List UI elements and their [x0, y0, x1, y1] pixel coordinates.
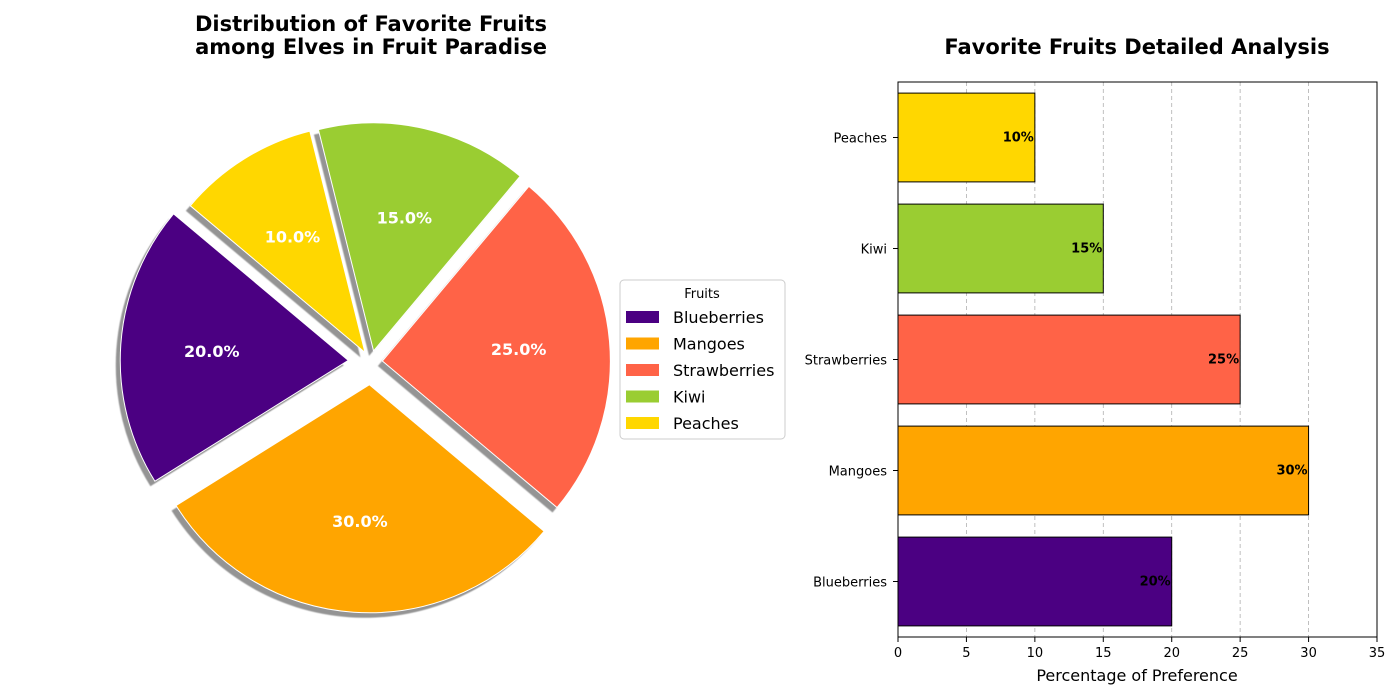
bar-kiwi: [897, 203, 1104, 294]
y-tick-label-kiwi: Kiwi: [861, 243, 887, 258]
legend-label-kiwi: Kiwi: [673, 388, 705, 407]
bar-bars: [897, 92, 1310, 627]
legend-swatch-mangoes: [626, 337, 659, 350]
y-tick-label-peaches: Peaches: [834, 132, 888, 147]
bar-x-axis-label: Percentage of Preference: [1036, 666, 1237, 685]
bar-chart: Favorite Fruits Detailed Analysis 0 5 10 15…: [805, 35, 1386, 685]
pie-label-kiwi: 15.0%: [377, 209, 433, 228]
pie-slice-kiwi: [317, 122, 521, 352]
pie-label-strawberries: 25.0%: [491, 340, 547, 359]
bar-mangoes: [897, 425, 1310, 516]
x-tick-label: 20: [1163, 646, 1180, 661]
x-tick-label: 15: [1095, 646, 1112, 661]
pie-chart: Distribution of Favorite Fruits among El…: [115, 12, 611, 618]
pie-labels: 20.0% 30.0% 25.0% 15.0% 10.0%: [184, 209, 546, 532]
bar-blueberries: [897, 536, 1173, 627]
legend-label-blueberries: Blueberries: [673, 308, 764, 327]
bar-peaches: [897, 92, 1036, 183]
legend-swatch-peaches: [626, 417, 659, 429]
bar-value-label-blueberries: 20%: [1140, 575, 1171, 590]
bar-title: Favorite Fruits Detailed Analysis: [944, 35, 1329, 59]
bar-value-label-strawberries: 25%: [1208, 353, 1239, 368]
pie-label-blueberries: 20.0%: [184, 342, 240, 361]
y-tick-label-mangoes: Mangoes: [829, 465, 888, 480]
legend-label-peaches: Peaches: [673, 414, 739, 433]
legend-title: Fruits: [684, 287, 720, 302]
pie-title-line-2: among Elves in Fruit Paradise: [195, 35, 547, 59]
bar-y-ticks: Blueberries Mangoes Strawberries Kiwi Peache…: [805, 132, 898, 591]
y-tick-label-blueberries: Blueberries: [813, 576, 887, 591]
legend-swatch-strawberries: [626, 364, 659, 376]
bar-value-label-kiwi: 15%: [1071, 242, 1102, 257]
bar-strawberries: [897, 314, 1241, 405]
bar-value-label-mangoes: 30%: [1276, 464, 1307, 479]
bar-value-label-peaches: 10%: [1003, 131, 1034, 146]
legend-items: Blueberries Mangoes Strawberries Kiwi Peache…: [626, 308, 774, 433]
pie-legend: Fruits Blueberries Mangoes Strawberries Kiw…: [619, 279, 786, 440]
legend-swatch-blueberries: [626, 311, 659, 323]
pie-label-peaches: 10.0%: [265, 227, 321, 246]
pie-label-mangoes: 30.0%: [332, 512, 388, 531]
x-tick-label: 30: [1300, 646, 1317, 661]
x-tick-label: 35: [1369, 646, 1386, 661]
bar-value-labels: 20% 30% 25% 15% 10%: [1003, 131, 1308, 590]
pie-slice-peaches: [189, 130, 366, 354]
x-tick-label: 0: [894, 646, 902, 661]
bar-x-ticks: 0 5 10 15 20 25 30 35: [894, 637, 1385, 661]
legend-label-mangoes: Mangoes: [673, 335, 745, 354]
y-tick-label-strawberries: Strawberries: [805, 354, 888, 369]
pie-slice-mangoes: [175, 384, 545, 614]
legend-label-strawberries: Strawberries: [673, 361, 774, 380]
pie-title-line-1: Distribution of Favorite Fruits: [195, 12, 547, 36]
pie-slices: [119, 122, 611, 614]
pie-slice-strawberries: [381, 185, 611, 509]
x-tick-label: 5: [962, 646, 970, 661]
legend-frame: [619, 279, 786, 440]
pie-slice-blueberries: [119, 213, 350, 482]
legend-swatch-kiwi: [626, 390, 659, 403]
x-tick-label: 10: [1027, 646, 1044, 661]
x-tick-label: 25: [1232, 646, 1249, 661]
